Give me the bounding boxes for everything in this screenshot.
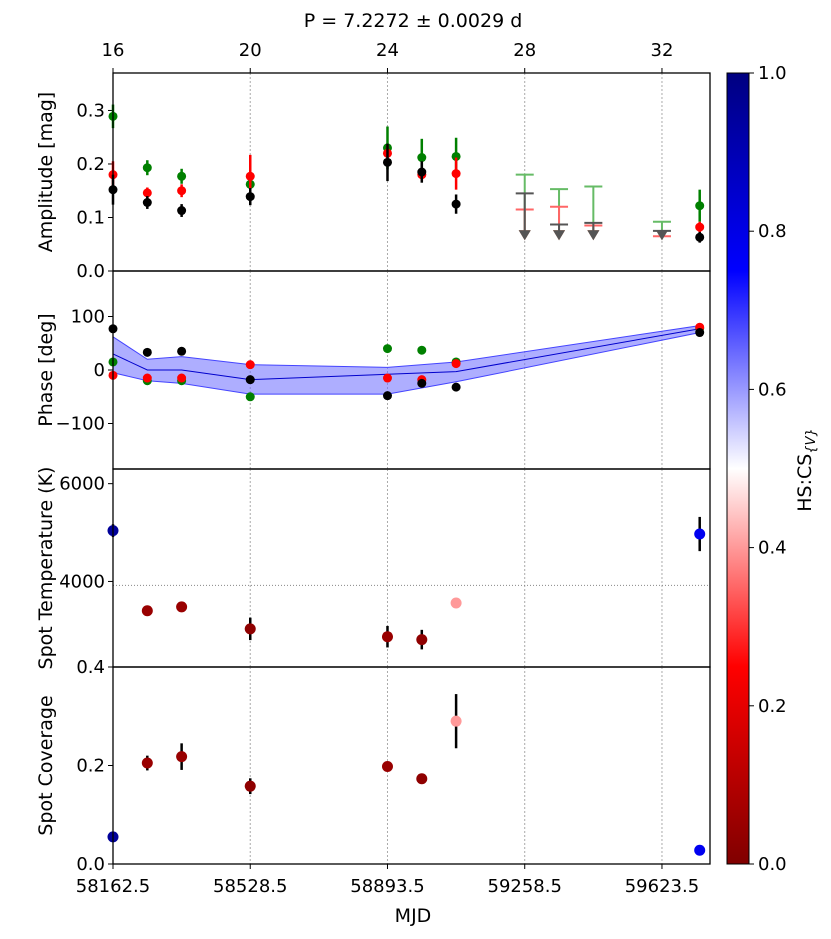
data-point-red: [451, 169, 461, 179]
y-tick-label: 0.4: [76, 657, 105, 678]
y-tick-label: 0.3: [76, 100, 105, 121]
data-point: [141, 605, 153, 617]
data-point-red: [451, 359, 461, 369]
data-point-black: [451, 199, 461, 209]
y-tick-label: −100: [56, 414, 105, 435]
data-point-black: [417, 167, 427, 177]
upper-limit-arrow: [553, 230, 566, 241]
upper-limit-arrow: [518, 230, 531, 241]
data-point-black: [451, 382, 461, 392]
y-tick-label: 100: [71, 306, 105, 327]
data-point-red: [142, 373, 152, 383]
y-tick-label: 4000: [59, 571, 105, 592]
data-point: [176, 601, 188, 613]
data-point-black: [142, 347, 152, 357]
data-point: [694, 844, 706, 856]
colorbar-label-sub: {V}: [804, 428, 819, 453]
data-point: [176, 751, 188, 763]
upper-limit-arrow: [587, 230, 600, 241]
y-tick-label: 0.2: [76, 154, 105, 175]
data-point-green: [142, 163, 152, 173]
y-tick-label: 0.0: [76, 261, 105, 282]
data-point: [244, 623, 256, 635]
y-axis-label: Amplitude [mag]: [35, 92, 57, 252]
data-point-red: [245, 171, 255, 181]
data-point-green: [177, 171, 187, 181]
panel-spot_coverage: 0.0 0.2 0.4 Spot Coverage: [35, 657, 711, 875]
data-point-red: [142, 188, 152, 198]
data-point: [244, 780, 256, 792]
data-point-green: [382, 344, 392, 354]
data-point-green: [695, 201, 705, 211]
panel-frame: [112, 72, 711, 272]
data-point: [416, 773, 428, 785]
y-tick-label: 0.1: [76, 207, 105, 228]
data-point-black: [695, 328, 705, 338]
bottom-x-tick-label: 59623.5: [625, 876, 699, 897]
x-axis-label: MJD: [395, 905, 432, 927]
colorbar-ticks: 0.0 0.2 0.4 0.6 0.8 1.0: [749, 63, 787, 875]
data-point: [381, 631, 393, 643]
y-tick-label: 0: [94, 360, 105, 381]
y-tick-label: 0.2: [76, 756, 105, 777]
data-point: [450, 597, 462, 609]
chart-title: P = 7.2272 ± 0.0029 d: [304, 10, 523, 32]
colorbar-tick-label: 0.2: [758, 696, 787, 717]
bottom-x-tick-label: 58162.5: [76, 876, 150, 897]
top-x-tick-label: 28: [513, 40, 536, 61]
data-point-red: [382, 373, 392, 383]
top-x-tick-label: 24: [376, 40, 399, 61]
data-point-black: [142, 198, 152, 208]
panel-frame: [112, 468, 711, 668]
data-point-green: [451, 151, 461, 161]
data-point-black: [245, 375, 255, 385]
top-x-tick-label: 32: [651, 40, 674, 61]
colorbar-label: HS:CS{V}: [794, 428, 819, 512]
data-point-green: [417, 153, 427, 163]
colorbar-tick-label: 1.0: [758, 63, 787, 84]
colorbar: [726, 72, 750, 865]
phase-band: [112, 325, 701, 395]
upper-limit-arrow: [655, 230, 668, 241]
y-axis-label: Phase [deg]: [35, 313, 57, 426]
data-point: [416, 634, 428, 646]
data-point-green: [245, 392, 255, 402]
data-point-black: [177, 346, 187, 356]
data-point-red: [177, 373, 187, 383]
data-point-black: [417, 378, 427, 388]
y-tick-label: 0.0: [76, 854, 105, 875]
data-point-black: [245, 192, 255, 202]
panel-frame: [112, 666, 711, 865]
y-axis-label: Spot Temperature (K): [35, 467, 57, 670]
panel-phase: −100 0 100 Phase [deg]: [35, 270, 711, 470]
data-point-red: [695, 222, 705, 232]
data-point: [694, 528, 706, 540]
top-x-tick-label: 16: [102, 40, 125, 61]
data-point-red: [177, 186, 187, 196]
panel-amplitude: 0.0 0.1 0.2 0.3 Amplitude [mag]: [35, 72, 711, 282]
data-point-green: [417, 345, 427, 355]
y-axis-label: Spot Coverage: [35, 695, 57, 835]
data-point-red: [245, 360, 255, 370]
data-point-black: [382, 391, 392, 401]
data-point-black: [382, 157, 392, 167]
top-x-tick-label: 20: [239, 40, 262, 61]
colorbar-tick-label: 0.6: [758, 379, 787, 400]
colorbar-tick-label: 0.4: [758, 538, 787, 559]
colorbar-tick-label: 0.0: [758, 854, 787, 875]
data-point: [141, 757, 153, 769]
data-point-black: [177, 206, 187, 216]
y-tick-label: 6000: [59, 474, 105, 495]
bottom-x-tick-label: 58528.5: [213, 876, 287, 897]
data-point-black: [695, 232, 705, 242]
bottom-x-tick-label: 58893.5: [350, 876, 424, 897]
colorbar-tick-label: 0.8: [758, 221, 787, 242]
data-point: [450, 715, 462, 727]
plot-area: 0.0 0.1 0.2 0.3 Amplitude [mag] −100 0 100 Phase…: [35, 40, 711, 897]
bottom-x-tick-label: 59258.5: [488, 876, 562, 897]
colorbar-label-main: HS:CS: [794, 454, 816, 512]
data-point: [381, 760, 393, 772]
